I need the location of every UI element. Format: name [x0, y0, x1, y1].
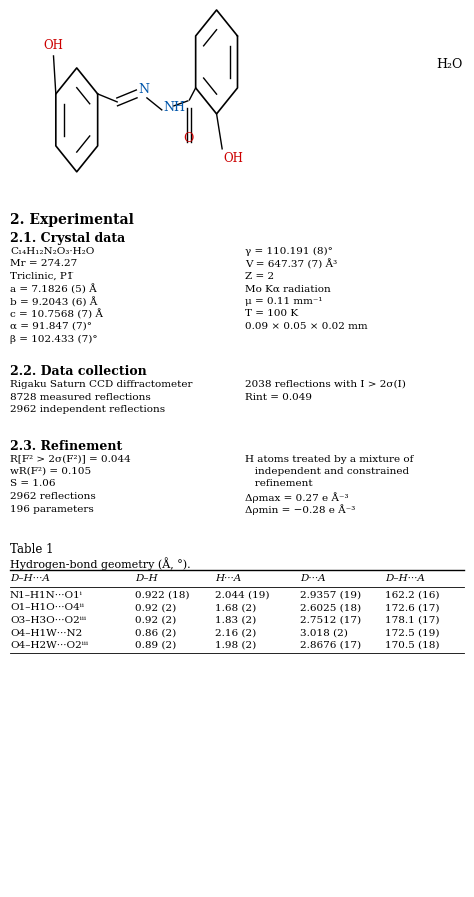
Text: 2.8676 (17): 2.8676 (17) [300, 641, 361, 650]
Text: independent and constrained: independent and constrained [245, 467, 409, 476]
Text: 2.1. Crystal data: 2.1. Crystal data [10, 232, 125, 245]
Text: 2.7512 (17): 2.7512 (17) [300, 616, 361, 625]
Text: 3.018 (2): 3.018 (2) [300, 629, 348, 638]
Text: 2.2. Data collection: 2.2. Data collection [10, 365, 147, 378]
Text: D···A: D···A [300, 574, 326, 583]
Text: Mo Kα radiation: Mo Kα radiation [245, 284, 331, 293]
Text: 1.68 (2): 1.68 (2) [215, 604, 256, 613]
Text: D–H: D–H [135, 574, 158, 583]
Text: H₂O: H₂O [437, 58, 463, 72]
Text: α = 91.847 (7)°: α = 91.847 (7)° [10, 322, 92, 331]
Text: 8728 measured reflections: 8728 measured reflections [10, 393, 151, 402]
Text: b = 9.2043 (6) Å: b = 9.2043 (6) Å [10, 297, 97, 308]
Text: Rigaku Saturn CCD diffractometer: Rigaku Saturn CCD diffractometer [10, 380, 192, 389]
Text: Hydrogen-bond geometry (Å, °).: Hydrogen-bond geometry (Å, °). [10, 557, 191, 570]
Text: 1.83 (2): 1.83 (2) [215, 616, 256, 625]
Text: Triclinic, P1̅: Triclinic, P1̅ [10, 272, 73, 281]
Text: 178.1 (17): 178.1 (17) [385, 616, 439, 625]
Text: O4–H1W···N2: O4–H1W···N2 [10, 629, 82, 638]
Text: Table 1: Table 1 [10, 543, 54, 556]
Text: O: O [183, 132, 194, 144]
Text: O1–H1O···O4ⁱⁱ: O1–H1O···O4ⁱⁱ [10, 604, 84, 613]
Text: 2.044 (19): 2.044 (19) [215, 591, 270, 600]
Text: refinement: refinement [245, 480, 313, 489]
Text: D–H···A: D–H···A [385, 574, 425, 583]
Text: 1.98 (2): 1.98 (2) [215, 641, 256, 650]
Text: 2.6025 (18): 2.6025 (18) [300, 604, 361, 613]
Text: S = 1.06: S = 1.06 [10, 480, 55, 489]
Text: N1–H1N···O1ⁱ: N1–H1N···O1ⁱ [10, 591, 83, 600]
Text: 2. Experimental: 2. Experimental [10, 213, 134, 227]
Text: T = 100 K: T = 100 K [245, 309, 298, 318]
Text: 0.09 × 0.05 × 0.02 mm: 0.09 × 0.05 × 0.02 mm [245, 322, 368, 331]
Text: 0.92 (2): 0.92 (2) [135, 616, 176, 625]
Text: μ = 0.11 mm⁻¹: μ = 0.11 mm⁻¹ [245, 297, 322, 306]
Text: wR(F²) = 0.105: wR(F²) = 0.105 [10, 467, 91, 476]
Text: 0.89 (2): 0.89 (2) [135, 641, 176, 650]
Text: 2.3. Refinement: 2.3. Refinement [10, 440, 122, 452]
Text: Mr = 274.27: Mr = 274.27 [10, 259, 77, 268]
Text: V = 647.37 (7) Å³: V = 647.37 (7) Å³ [245, 259, 337, 270]
Text: 172.5 (19): 172.5 (19) [385, 629, 439, 638]
Text: 172.6 (17): 172.6 (17) [385, 604, 439, 613]
Text: 2962 independent reflections: 2962 independent reflections [10, 405, 165, 414]
Text: γ = 110.191 (8)°: γ = 110.191 (8)° [245, 247, 333, 257]
Text: Z = 2: Z = 2 [245, 272, 274, 281]
Text: R[F² > 2σ(F²)] = 0.044: R[F² > 2σ(F²)] = 0.044 [10, 455, 131, 464]
Text: Δρmin = −0.28 e Å⁻³: Δρmin = −0.28 e Å⁻³ [245, 504, 355, 515]
Text: C₁₄H₁₂N₂O₃·H₂O: C₁₄H₁₂N₂O₃·H₂O [10, 247, 94, 256]
Text: a = 7.1826 (5) Å: a = 7.1826 (5) Å [10, 284, 97, 295]
Text: OH: OH [44, 39, 64, 52]
Text: 162.2 (16): 162.2 (16) [385, 591, 439, 600]
Text: 2962 reflections: 2962 reflections [10, 492, 96, 501]
Text: OH: OH [224, 152, 244, 165]
Text: N: N [138, 83, 149, 96]
Text: 196 parameters: 196 parameters [10, 504, 94, 513]
Text: NH: NH [163, 101, 185, 115]
Text: 2.16 (2): 2.16 (2) [215, 629, 256, 638]
Text: H···A: H···A [215, 574, 241, 583]
Text: O3–H3O···O2ⁱⁱⁱ: O3–H3O···O2ⁱⁱⁱ [10, 616, 86, 625]
Text: D–H···A: D–H···A [10, 574, 50, 583]
Text: 0.922 (18): 0.922 (18) [135, 591, 190, 600]
Text: Δρmax = 0.27 e Å⁻³: Δρmax = 0.27 e Å⁻³ [245, 492, 348, 503]
Text: 2.9357 (19): 2.9357 (19) [300, 591, 361, 600]
Text: 0.92 (2): 0.92 (2) [135, 604, 176, 613]
Text: 0.86 (2): 0.86 (2) [135, 629, 176, 638]
Text: 170.5 (18): 170.5 (18) [385, 641, 439, 650]
Text: Rint = 0.049: Rint = 0.049 [245, 393, 312, 402]
Text: H atoms treated by a mixture of: H atoms treated by a mixture of [245, 455, 413, 464]
Text: β = 102.433 (7)°: β = 102.433 (7)° [10, 335, 98, 344]
Text: 2038 reflections with I > 2σ(I): 2038 reflections with I > 2σ(I) [245, 380, 406, 389]
Text: c = 10.7568 (7) Å: c = 10.7568 (7) Å [10, 309, 103, 319]
Text: O4–H2W···O2ⁱⁱⁱ: O4–H2W···O2ⁱⁱⁱ [10, 641, 88, 650]
